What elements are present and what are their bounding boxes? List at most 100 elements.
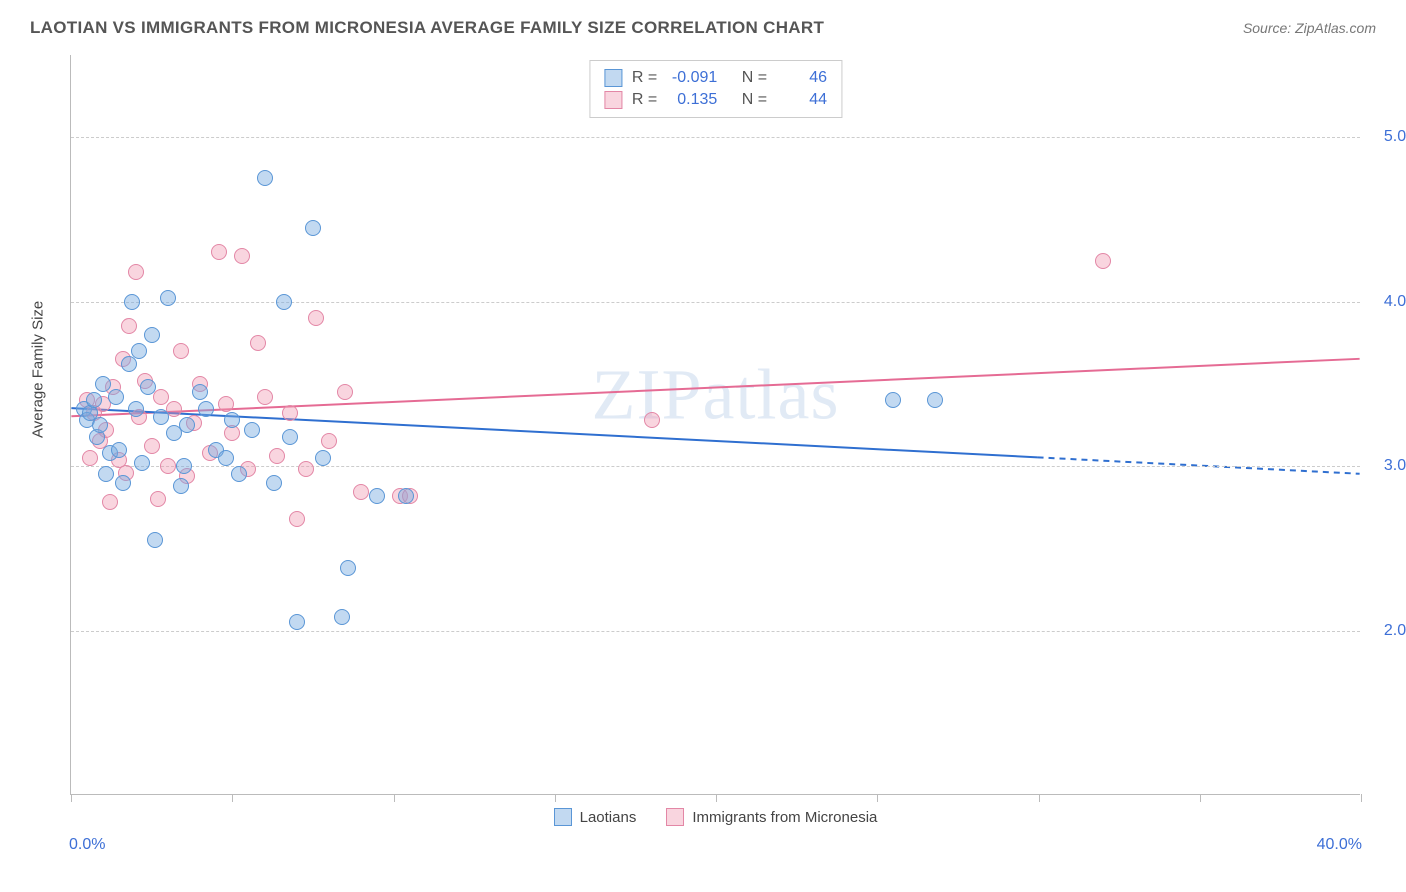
y-tick-label: 3.00	[1384, 457, 1406, 475]
scatter-point-micronesia	[289, 511, 305, 527]
scatter-point-laotians	[92, 417, 108, 433]
scatter-point-laotians	[121, 356, 137, 372]
n-value-laotians: 46	[777, 69, 827, 87]
scatter-point-micronesia	[234, 248, 250, 264]
swatch-micronesia	[666, 808, 684, 826]
scatter-point-laotians	[179, 417, 195, 433]
scatter-point-laotians	[369, 488, 385, 504]
gridline	[71, 137, 1360, 138]
scatter-point-laotians	[231, 466, 247, 482]
x-tick	[71, 794, 72, 802]
scatter-point-laotians	[289, 614, 305, 630]
plot-area: ZIPatlas R = -0.091 N = 46 R = 0.135 N =…	[70, 55, 1360, 795]
y-axis-title: Average Family Size	[30, 300, 47, 437]
x-axis-min-label: 0.0%	[69, 836, 105, 854]
scatter-point-micronesia	[644, 412, 660, 428]
swatch-laotians	[554, 808, 572, 826]
scatter-point-micronesia	[218, 396, 234, 412]
scatter-point-laotians	[266, 475, 282, 491]
scatter-point-micronesia	[298, 461, 314, 477]
scatter-point-micronesia	[144, 438, 160, 454]
stats-row-micronesia: R = 0.135 N = 44	[604, 89, 827, 111]
scatter-point-laotians	[276, 294, 292, 310]
gridline	[71, 302, 1360, 303]
scatter-point-micronesia	[128, 264, 144, 280]
header-bar: LAOTIAN VS IMMIGRANTS FROM MICRONESIA AV…	[0, 0, 1406, 48]
legend-label-laotians: Laotians	[580, 809, 637, 826]
stats-row-laotians: R = -0.091 N = 46	[604, 67, 827, 89]
chart-title: LAOTIAN VS IMMIGRANTS FROM MICRONESIA AV…	[30, 18, 824, 38]
scatter-point-micronesia	[353, 484, 369, 500]
legend-item-micronesia: Immigrants from Micronesia	[666, 808, 877, 826]
r-label: R =	[632, 91, 657, 109]
scatter-point-micronesia	[211, 244, 227, 260]
scatter-point-micronesia	[102, 494, 118, 510]
scatter-point-laotians	[176, 458, 192, 474]
scatter-point-laotians	[218, 450, 234, 466]
gridline	[71, 466, 1360, 467]
scatter-point-laotians	[927, 392, 943, 408]
scatter-point-laotians	[257, 170, 273, 186]
y-tick-label: 5.00	[1384, 128, 1406, 146]
scatter-point-micronesia	[269, 448, 285, 464]
source-attribution: Source: ZipAtlas.com	[1243, 20, 1376, 36]
scatter-point-micronesia	[257, 389, 273, 405]
x-tick	[1361, 794, 1362, 802]
trend-lines-layer	[71, 55, 1360, 794]
r-label: R =	[632, 69, 657, 87]
scatter-point-laotians	[95, 376, 111, 392]
legend-item-laotians: Laotians	[554, 808, 637, 826]
scatter-point-micronesia	[337, 384, 353, 400]
y-tick-label: 4.00	[1384, 293, 1406, 311]
scatter-point-micronesia	[173, 343, 189, 359]
x-tick	[394, 794, 395, 802]
y-tick-label: 2.00	[1384, 622, 1406, 640]
source-name: ZipAtlas.com	[1295, 20, 1376, 36]
n-value-micronesia: 44	[777, 91, 827, 109]
scatter-point-laotians	[153, 409, 169, 425]
scatter-point-laotians	[86, 392, 102, 408]
scatter-point-laotians	[111, 442, 127, 458]
correlation-stats-box: R = -0.091 N = 46 R = 0.135 N = 44	[589, 60, 842, 118]
n-label: N =	[742, 69, 767, 87]
chart-container: Average Family Size ZIPatlas R = -0.091 …	[50, 55, 1380, 820]
r-value-micronesia: 0.135	[667, 91, 717, 109]
scatter-point-micronesia	[250, 335, 266, 351]
scatter-point-micronesia	[308, 310, 324, 326]
scatter-point-laotians	[192, 384, 208, 400]
x-tick	[877, 794, 878, 802]
scatter-point-micronesia	[321, 433, 337, 449]
x-tick	[555, 794, 556, 802]
n-label: N =	[742, 91, 767, 109]
scatter-point-laotians	[128, 401, 144, 417]
scatter-point-laotians	[282, 429, 298, 445]
x-tick	[232, 794, 233, 802]
scatter-point-micronesia	[160, 458, 176, 474]
x-tick	[716, 794, 717, 802]
scatter-point-laotians	[131, 343, 147, 359]
r-value-laotians: -0.091	[667, 69, 717, 87]
scatter-point-laotians	[198, 401, 214, 417]
scatter-point-micronesia	[282, 405, 298, 421]
scatter-point-laotians	[224, 412, 240, 428]
scatter-point-laotians	[140, 379, 156, 395]
scatter-point-laotians	[124, 294, 140, 310]
scatter-point-laotians	[108, 389, 124, 405]
scatter-point-laotians	[305, 220, 321, 236]
scatter-point-micronesia	[82, 450, 98, 466]
x-axis-max-label: 40.0%	[1317, 836, 1362, 854]
x-tick	[1039, 794, 1040, 802]
scatter-point-micronesia	[150, 491, 166, 507]
scatter-point-laotians	[173, 478, 189, 494]
scatter-point-laotians	[244, 422, 260, 438]
scatter-point-laotians	[398, 488, 414, 504]
scatter-point-laotians	[885, 392, 901, 408]
bottom-legend: 0.0% Laotians Immigrants from Micronesia…	[71, 808, 1360, 826]
trend-line	[71, 359, 1359, 416]
scatter-point-laotians	[115, 475, 131, 491]
scatter-point-laotians	[315, 450, 331, 466]
scatter-point-laotians	[144, 327, 160, 343]
swatch-micronesia	[604, 91, 622, 109]
watermark-text: ZIPatlas	[592, 353, 840, 436]
scatter-point-laotians	[134, 455, 150, 471]
